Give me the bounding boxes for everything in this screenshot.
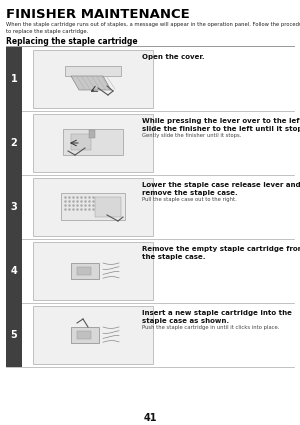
Text: Gently slide the finisher until it stops.: Gently slide the finisher until it stops…: [142, 133, 242, 138]
Text: Lower the staple case release lever and
remove the staple case.: Lower the staple case release lever and …: [142, 182, 300, 196]
Text: Push the staple cartridge in until it clicks into place.: Push the staple cartridge in until it cl…: [142, 325, 279, 330]
Bar: [33, 178, 153, 236]
Bar: [95, 197, 121, 217]
Bar: [71, 327, 99, 343]
Polygon shape: [71, 76, 111, 90]
Text: When the staple cartridge runs out of staples, a message will appear in the oper: When the staple cartridge runs out of st…: [6, 22, 300, 34]
Bar: [6, 111, 22, 175]
Text: 5: 5: [11, 330, 17, 340]
Text: Replacing the staple cartridge: Replacing the staple cartridge: [6, 37, 138, 46]
Text: 1: 1: [11, 74, 17, 84]
Bar: [6, 239, 22, 303]
Text: Insert a new staple cartridge into the
staple case as shown.: Insert a new staple cartridge into the s…: [142, 310, 292, 324]
Text: Pull the staple case out to the right.: Pull the staple case out to the right.: [142, 197, 237, 202]
Bar: [33, 242, 153, 300]
Bar: [6, 47, 22, 111]
Text: While pressing the lever over to the left,
slide the finisher to the left until : While pressing the lever over to the lef…: [142, 118, 300, 132]
Bar: [71, 134, 91, 150]
Bar: [33, 114, 153, 172]
Text: 2: 2: [11, 138, 17, 148]
Bar: [77, 331, 91, 339]
Bar: [6, 175, 22, 239]
Bar: [71, 263, 99, 279]
Bar: [61, 193, 125, 220]
Text: 4: 4: [11, 266, 17, 276]
Bar: [63, 129, 123, 155]
Bar: [77, 267, 91, 275]
Bar: [65, 66, 121, 76]
Text: Remove the empty staple cartridge from
the staple case.: Remove the empty staple cartridge from t…: [142, 246, 300, 260]
Text: 3: 3: [11, 202, 17, 212]
Bar: [33, 306, 153, 364]
Text: 41: 41: [143, 413, 157, 423]
Text: FINISHER MAINTENANCE: FINISHER MAINTENANCE: [6, 8, 190, 21]
Bar: [89, 130, 95, 138]
Text: Open the cover.: Open the cover.: [142, 54, 205, 60]
Bar: [33, 50, 153, 108]
Bar: [6, 303, 22, 367]
